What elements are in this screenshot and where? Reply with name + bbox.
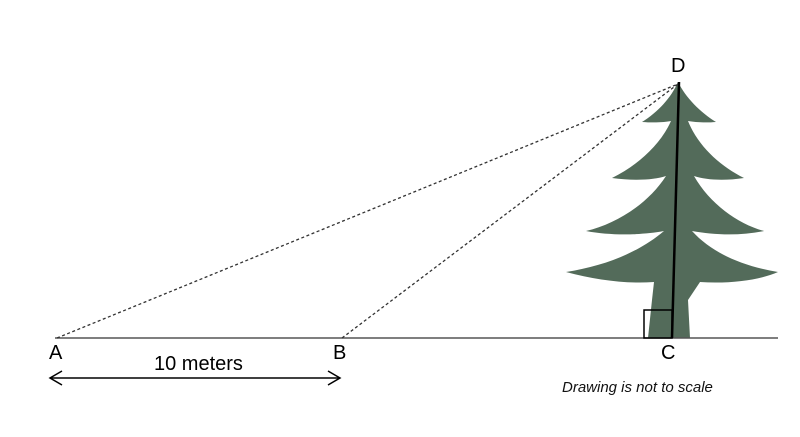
right-angle-marker (643, 309, 673, 339)
point-label-b: B (333, 342, 346, 364)
sightline-bd (341, 83, 679, 339)
sightline-ad (56, 83, 679, 339)
point-label-a: A (49, 342, 63, 364)
distance-label: 10 meters (154, 353, 243, 375)
point-label-c: C (661, 342, 675, 364)
scale-note: Drawing is not to scale (562, 379, 713, 396)
tree-icon (566, 82, 778, 338)
point-label-d: D (671, 55, 685, 77)
distance-arrow (48, 370, 342, 386)
height-line-cd (670, 81, 681, 339)
